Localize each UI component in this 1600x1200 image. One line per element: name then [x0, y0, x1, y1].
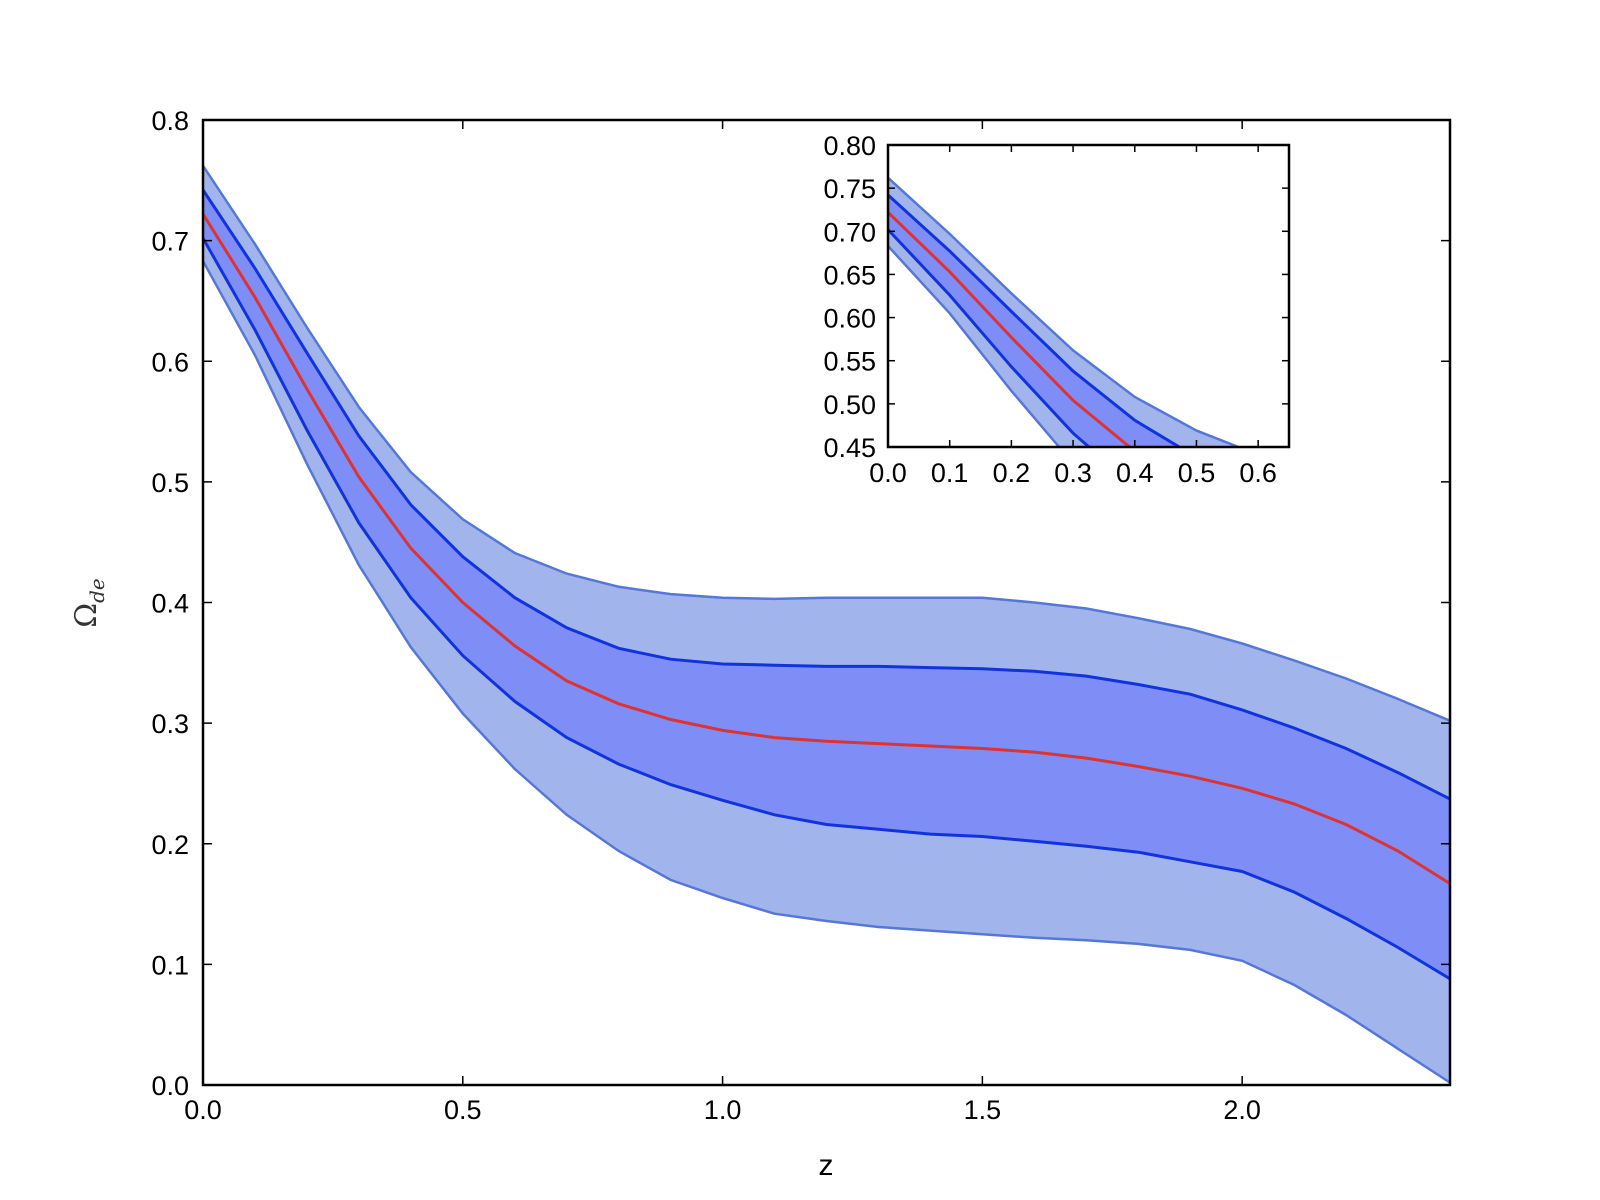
main-mean-line: [203, 213, 1450, 885]
inset-y-tick-label: 0.80: [823, 131, 876, 161]
main-x-tick-label: 0.0: [184, 1095, 222, 1125]
main-outer-lower-line: [203, 260, 1450, 1084]
x-axis-label: z: [819, 1149, 834, 1182]
inset-x-tick-label: 0.3: [1054, 458, 1092, 488]
inset-plot-frame: [886, 143, 1291, 449]
inset-plot: 0.0 0.1 0.2 0.3 0.4 0.5 0.6 0.45 0.50 0.55 0.60 0.6…: [823, 131, 1291, 488]
main-inner-band: [203, 190, 1450, 979]
y-axis-label: Ωde: [69, 578, 109, 628]
main-y-tick-label: 0.8: [151, 106, 189, 136]
main-y-tick-label: 0.1: [151, 950, 189, 980]
inset-x-tick-label: 0.1: [931, 458, 969, 488]
main-inner-lower-line: [203, 237, 1450, 981]
inset-outer-upper-line: [888, 176, 1242, 447]
main-x-tick-label: 0.5: [444, 1095, 482, 1125]
inset-ticks: 0.0 0.1 0.2 0.3 0.4 0.5 0.6 0.45 0.50 0.55 0.60 0.6…: [823, 131, 1289, 488]
inset-y-tick-label: 0.50: [823, 390, 876, 420]
main-y-tick-label: 0.6: [151, 347, 189, 377]
inset-inner-upper-line: [888, 193, 1183, 447]
y-axis-label-main: Ω: [69, 603, 104, 628]
inset-y-tick-label: 0.65: [823, 260, 876, 290]
main-y-tick-label: 0.0: [151, 1071, 189, 1101]
inset-y-tick-label: 0.55: [823, 347, 876, 377]
main-y-tick-label: 0.2: [151, 830, 189, 860]
inset-x-tick-label: 0.0: [869, 458, 907, 488]
main-outer-upper-line: [203, 165, 1450, 722]
inset-y-tick-label: 0.45: [823, 433, 876, 463]
inset-x-tick-label: 0.4: [1116, 458, 1154, 488]
main-bands: [203, 165, 1450, 1084]
main-ticks: 0.0 0.5 1.0 1.5 2.00.00.10.20.30.40.50.60.70…: [151, 106, 1450, 1125]
inset-bands: [888, 176, 1242, 447]
inset-y-tick-label: 0.75: [823, 174, 876, 204]
inset-y-tick-label: 0.70: [823, 217, 876, 247]
main-y-tick-label: 0.7: [151, 227, 189, 257]
main-x-tick-label: 1.5: [964, 1095, 1002, 1125]
main-plot: 0.0 0.5 1.0 1.5 2.00.00.10.20.30.40.50.60.70…: [69, 106, 1452, 1182]
main-y-tick-label: 0.4: [151, 589, 189, 619]
inset-y-tick-label: 0.60: [823, 304, 876, 334]
main-x-tick-label: 2.0: [1223, 1095, 1261, 1125]
main-y-tick-label: 0.3: [151, 709, 189, 739]
inset-x-tick-label: 0.2: [993, 458, 1031, 488]
main-inner-upper-line: [203, 189, 1450, 801]
inset-x-tick-label: 0.5: [1178, 458, 1216, 488]
main-x-tick-label: 1.0: [704, 1095, 742, 1125]
y-axis-label-subscript: de: [85, 578, 109, 603]
main-y-tick-label: 0.5: [151, 468, 189, 498]
inset-x-tick-label: 0.6: [1239, 458, 1277, 488]
